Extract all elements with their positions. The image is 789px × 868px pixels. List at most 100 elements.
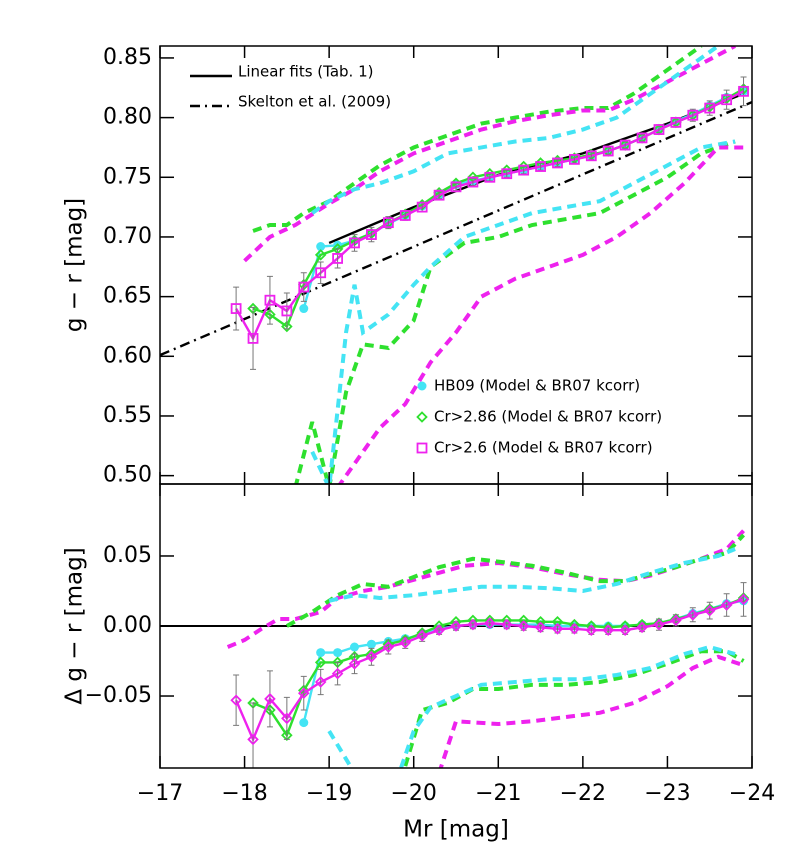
point <box>333 648 343 658</box>
error-bar <box>233 286 240 331</box>
point <box>552 157 563 169</box>
series-line <box>160 100 752 357</box>
y-tick-label: 0.60 <box>103 343 152 368</box>
envelope-line <box>310 139 736 484</box>
x-tick-label: −17 <box>137 781 183 806</box>
point <box>366 229 377 240</box>
point <box>264 294 276 306</box>
error-bar <box>622 140 629 150</box>
y-axis-label: g − r [mag] <box>62 198 88 332</box>
envelope-line <box>243 46 737 263</box>
error-bar <box>453 182 459 191</box>
point <box>602 624 615 636</box>
y-tick-label: 0.05 <box>103 543 152 568</box>
point <box>247 733 259 746</box>
point <box>316 648 326 658</box>
point <box>350 642 360 652</box>
point <box>450 620 462 632</box>
error-bar <box>317 261 324 284</box>
legend-label: Cr>2.6 (Model & BR07 kcorr) <box>434 439 653 457</box>
y-tick-label: −0.05 <box>85 683 152 708</box>
legend-marker <box>416 442 428 454</box>
y-tick-label: 0.00 <box>103 613 152 638</box>
y-tick-label: 0.55 <box>103 403 152 428</box>
point <box>535 161 546 172</box>
x-tick-label: −19 <box>306 781 352 806</box>
point <box>416 201 428 213</box>
point <box>534 621 547 634</box>
point <box>500 618 513 631</box>
point <box>349 237 360 249</box>
error-bar <box>283 696 290 740</box>
error-bar <box>740 582 747 617</box>
point <box>433 624 445 636</box>
point <box>230 694 242 706</box>
point <box>687 109 699 121</box>
point <box>585 624 598 636</box>
plot-area <box>160 529 752 768</box>
y-tick-label: 0.75 <box>103 164 152 189</box>
point <box>619 624 631 636</box>
error-bar <box>436 191 443 200</box>
point <box>382 217 394 229</box>
error-bar <box>723 593 730 617</box>
point <box>518 164 530 176</box>
point <box>653 124 665 135</box>
point <box>316 242 326 252</box>
point <box>299 304 309 314</box>
point <box>636 132 648 144</box>
point <box>299 718 309 728</box>
point <box>247 332 259 344</box>
envelope-line <box>311 46 720 215</box>
legend-label: Cr>2.86 (Model & BR07 kcorr) <box>434 408 662 426</box>
point <box>670 614 682 627</box>
error-bar <box>469 177 476 187</box>
point <box>653 618 665 631</box>
point <box>670 116 682 128</box>
point <box>551 623 564 635</box>
error-bar <box>605 146 612 156</box>
error-bar <box>250 702 257 768</box>
point <box>281 712 293 725</box>
legend-label: Skelton et al. (2009) <box>238 93 391 111</box>
point <box>737 593 750 606</box>
legend-label: Linear fits (Tab. 1) <box>238 63 373 81</box>
error-bar <box>300 272 307 302</box>
legend-label: HB09 (Model & BR07 kcorr) <box>434 377 640 395</box>
point <box>264 693 276 705</box>
point <box>602 145 614 157</box>
point <box>517 620 530 632</box>
envelope-line <box>327 644 736 768</box>
series-line <box>252 596 745 738</box>
point <box>399 210 411 221</box>
error-bar <box>334 248 341 269</box>
error-bar <box>639 133 646 142</box>
plot-area <box>160 46 752 484</box>
point <box>332 253 344 264</box>
point <box>704 102 716 114</box>
point <box>281 320 293 333</box>
error-bar <box>588 151 595 160</box>
point <box>365 651 378 663</box>
point <box>467 176 479 188</box>
envelope-line <box>226 529 746 649</box>
error-bar <box>520 166 527 175</box>
error-bar <box>266 275 273 325</box>
point <box>568 623 581 635</box>
point <box>230 303 242 314</box>
error-bar <box>334 661 341 686</box>
error-bar <box>503 169 510 178</box>
error-bar <box>250 306 257 370</box>
point <box>619 139 631 151</box>
y-tick-label: 0.80 <box>103 105 152 130</box>
point <box>315 267 327 279</box>
y-tick-label: 0.50 <box>103 463 152 488</box>
point <box>433 189 445 201</box>
envelope-line <box>294 139 736 484</box>
point <box>314 676 327 688</box>
point <box>297 687 310 699</box>
x-tick-label: −18 <box>221 781 267 806</box>
point <box>484 171 496 183</box>
point <box>484 617 496 629</box>
point <box>314 249 327 261</box>
